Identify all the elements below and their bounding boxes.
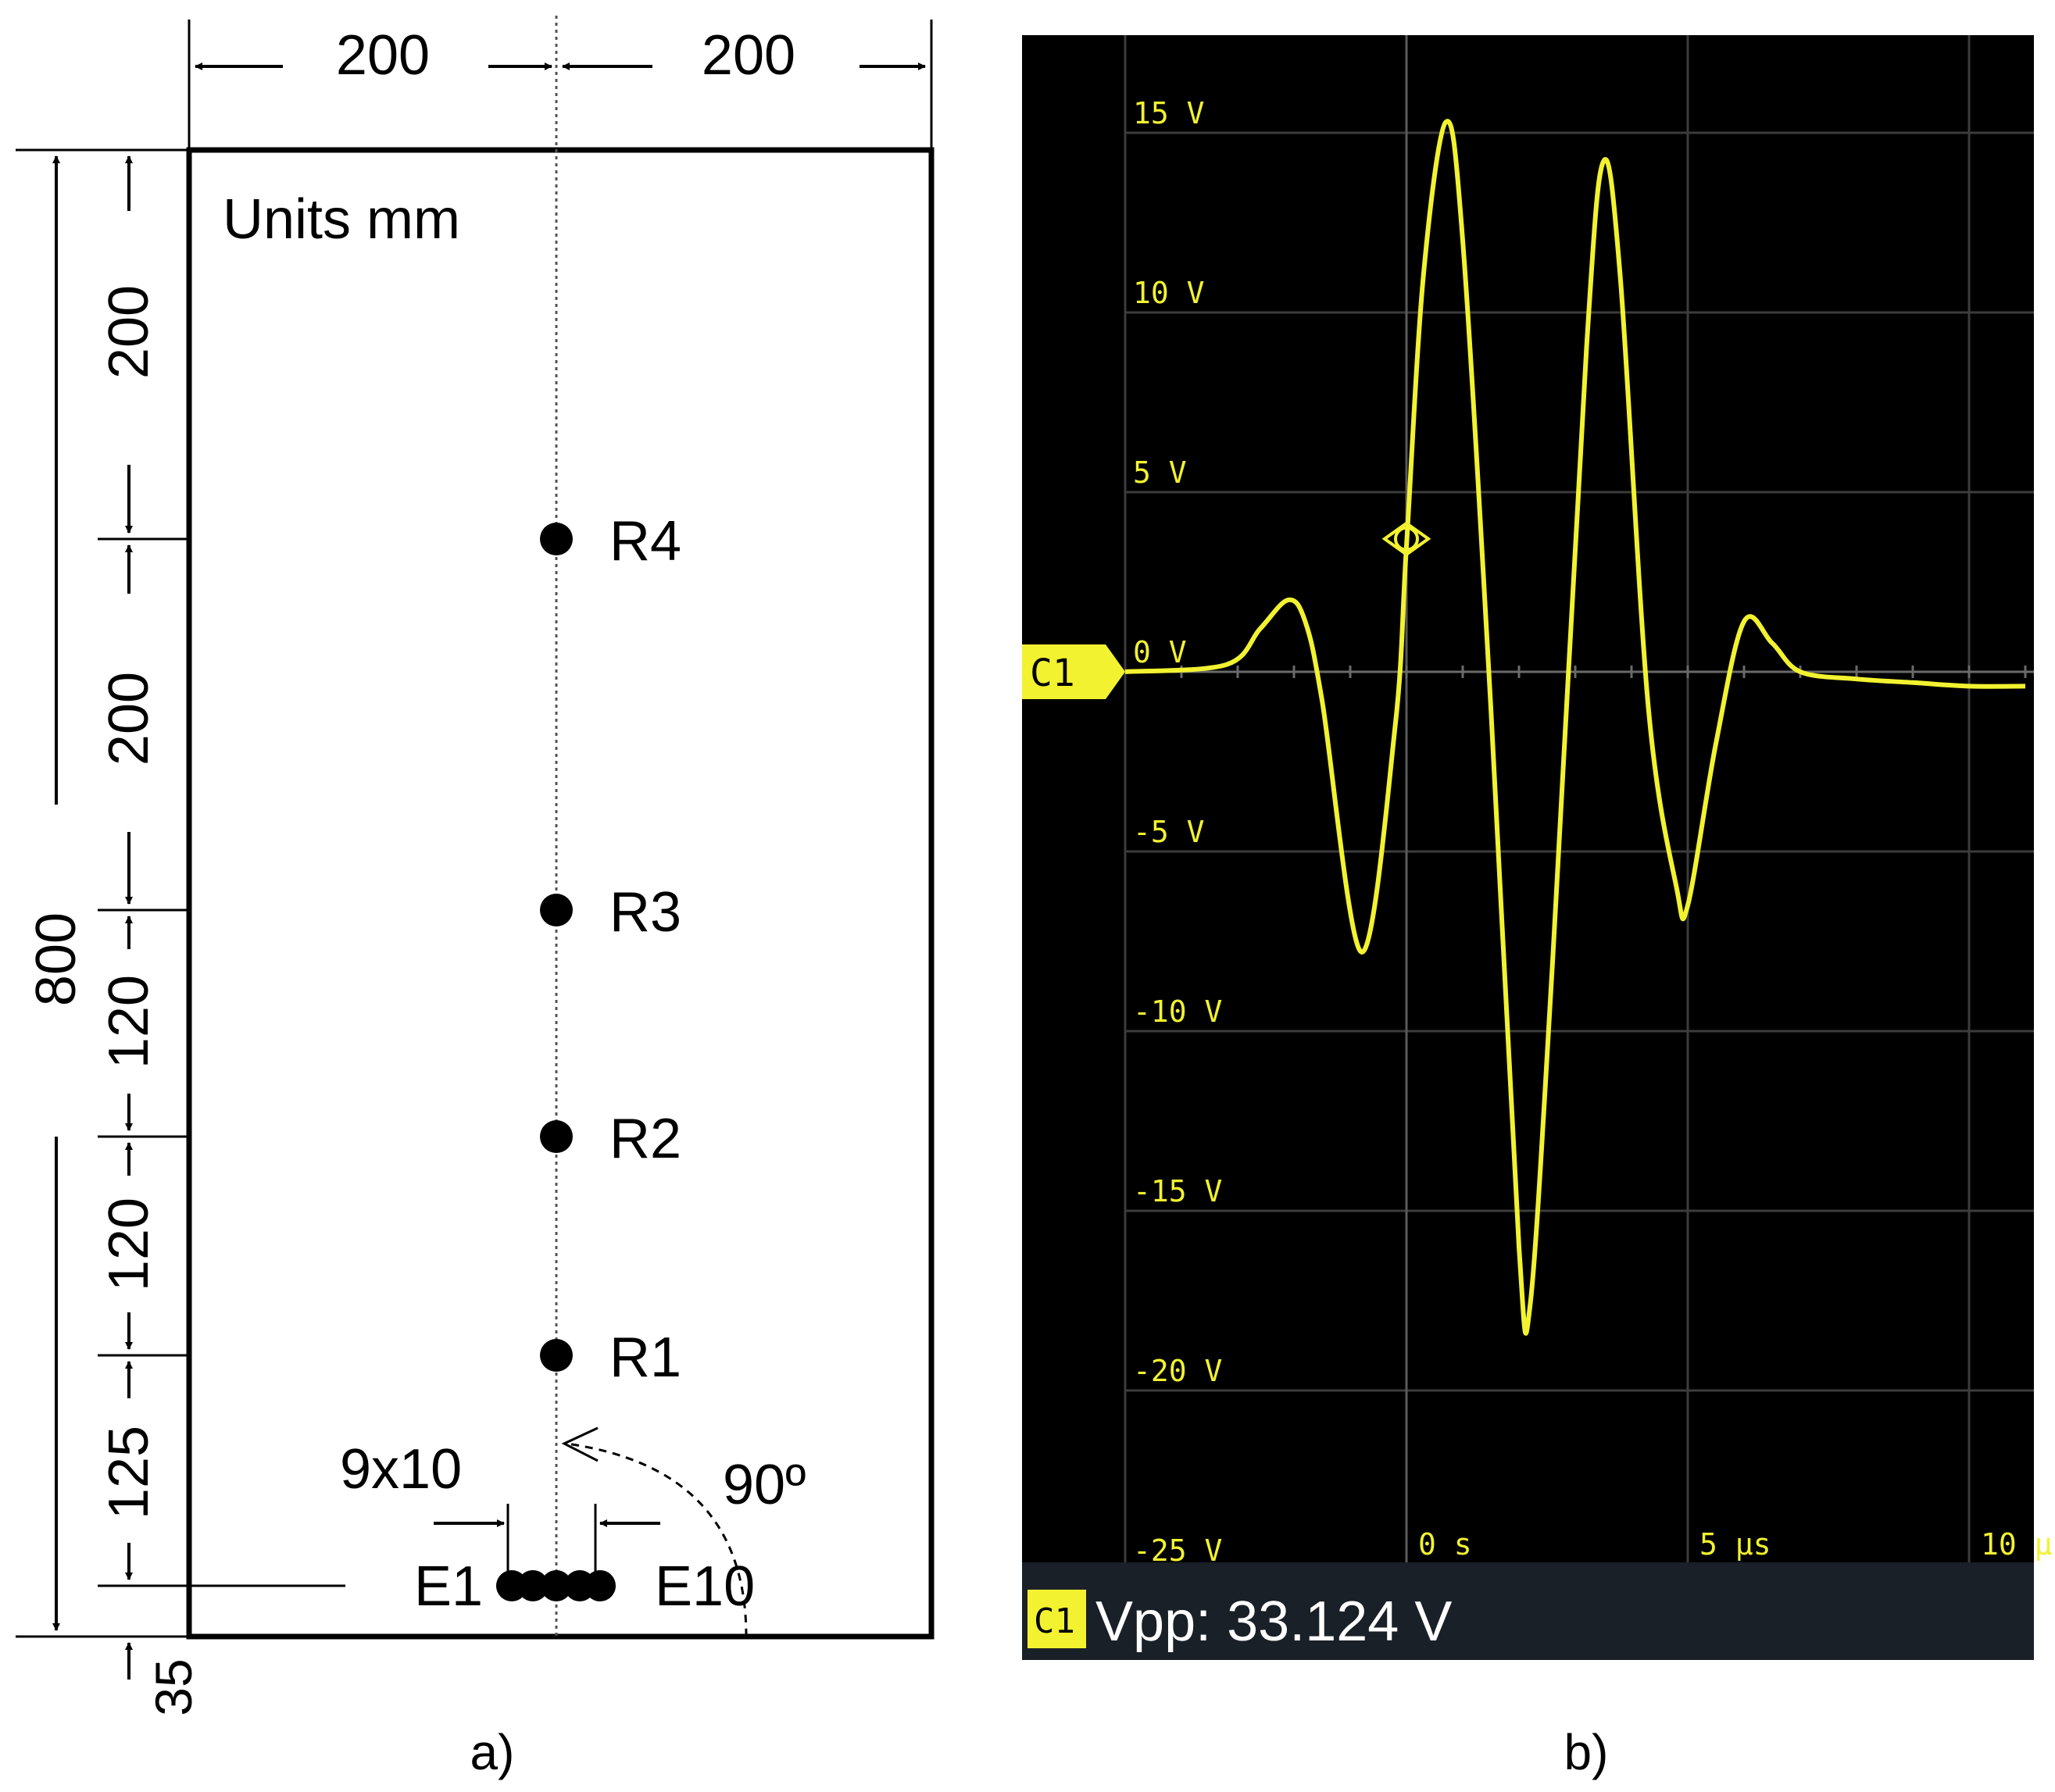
channel-marker-label: C1 (1030, 651, 1075, 695)
angle-label: 90º (723, 1454, 806, 1516)
trigger-diamond (1381, 521, 1431, 557)
measurement-readout: C1 Vpp: 33.124 V (1022, 1562, 2034, 1660)
dim-top-left: 200 (336, 24, 430, 87)
dim-total-800: 800 (25, 155, 88, 1631)
receiver-label: R1 (609, 1326, 681, 1389)
dim-seg-4: 120 (98, 1142, 160, 1350)
angle-indicator: 90º (561, 1426, 806, 1637)
specimen-outline (186, 147, 935, 1640)
y-tick-label: 15 V (1133, 96, 1205, 130)
scope-y-labels: 15 V 10 V 5 V 0 V -5 V -10 V -15 V -20 V -25 V (1133, 96, 1222, 1568)
scope-x-labels: 0 s 5 µs 10 µs (1418, 1527, 2055, 1562)
receiver-r1: R1 (540, 1326, 681, 1389)
y-tick-label: -15 V (1133, 1174, 1222, 1208)
dim-seg-3: 120 (98, 916, 160, 1131)
caption-a: a) (470, 1724, 515, 1780)
top-dimension-left: 200 (195, 24, 552, 87)
channel-marker: C1 (1022, 644, 1125, 699)
dim-seg-1: 200 (98, 155, 160, 534)
receiver-r3: R3 (540, 881, 681, 944)
dim-seg-5: 125 (98, 1361, 160, 1580)
top-dimension-right: 200 (562, 24, 926, 87)
receiver-label: R3 (609, 881, 681, 944)
spacing-indicator: 9x10 (340, 1438, 660, 1586)
receiver-r4: R4 (540, 510, 681, 573)
y-tick-label: -10 V (1133, 994, 1222, 1029)
y-tick-label: 0 V (1133, 635, 1187, 669)
dim-seg-2: 200 (98, 544, 160, 905)
dim-v-seg5: 125 (98, 1426, 160, 1519)
y-tick-label: -20 V (1133, 1354, 1222, 1388)
panel-b-oscilloscope: 15 V 10 V 5 V 0 V -5 V -10 V -15 V -20 V -25 V 0… (1022, 35, 2055, 1780)
y-tick-label: -5 V (1133, 815, 1205, 849)
waveform-trace (1124, 119, 2026, 1336)
y-tick-label: 5 V (1133, 455, 1187, 490)
trigger-marker (1381, 521, 1431, 557)
x-tick-label: 10 µs (1981, 1527, 2055, 1562)
trigger-circle (1394, 526, 1419, 552)
x-tick-label: 0 s (1418, 1527, 1472, 1562)
readout-value: Vpp: 33.124 V (1095, 1590, 1452, 1653)
emitter-array: E1 E10 (414, 1555, 755, 1618)
units-label: Units mm (223, 188, 460, 251)
emitter-first-label: E1 (414, 1555, 483, 1618)
y-tick-label: 10 V (1133, 276, 1205, 310)
dim-v-seg3: 120 (98, 975, 160, 1069)
emitter-last-label: E10 (655, 1555, 755, 1618)
readout-channel-badge: C1 (1034, 1601, 1075, 1641)
dim-v-total: 800 (25, 912, 88, 1006)
receiver-label: R4 (609, 510, 681, 573)
dim-v-seg1: 200 (98, 285, 160, 379)
dim-top-right: 200 (702, 24, 795, 87)
panel-a-diagram: 200 200 800 200 200 (16, 16, 935, 1780)
receiver-r2: R2 (540, 1108, 681, 1170)
spacing-label: 9x10 (340, 1438, 462, 1501)
y-tick-label: -25 V (1133, 1533, 1222, 1568)
receiver-label: R2 (609, 1108, 681, 1170)
dim-v-seg4: 120 (98, 1198, 160, 1291)
dim-bottom-35: 35 (125, 1642, 202, 1716)
scope-screen (1022, 35, 2034, 1605)
dim-v-seg2: 200 (98, 672, 160, 766)
x-tick-label: 5 µs (1699, 1527, 1771, 1562)
caption-b: b) (1564, 1724, 1609, 1780)
scope-grid (1124, 35, 2034, 1572)
dim-v-bottom: 35 (145, 1658, 202, 1715)
